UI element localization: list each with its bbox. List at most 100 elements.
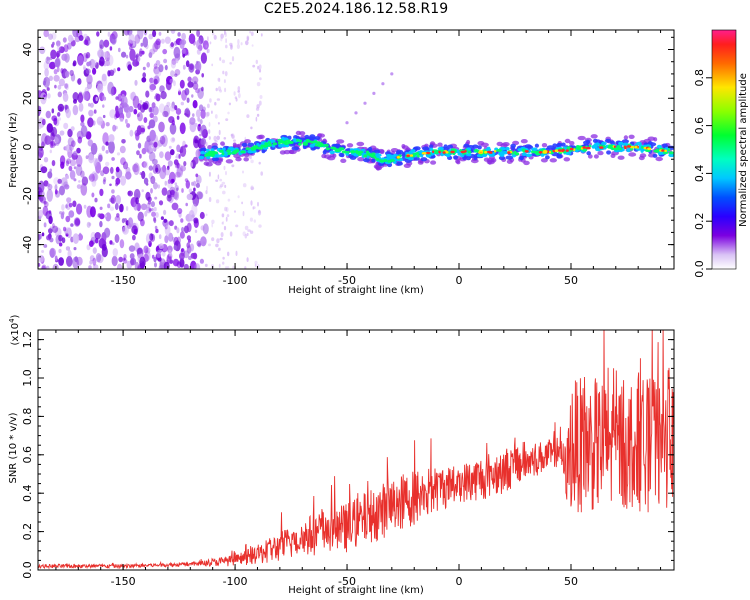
ridge-mark xyxy=(198,155,205,160)
noise-blob xyxy=(176,167,183,178)
noise-blob xyxy=(173,80,176,87)
noise-blob xyxy=(199,133,202,137)
noise-blob xyxy=(206,185,208,191)
noise-blob xyxy=(183,263,189,269)
noise-blob xyxy=(102,95,106,102)
noise-blob xyxy=(180,218,184,223)
ridge-mark xyxy=(309,134,316,139)
noise-blob xyxy=(111,255,118,267)
noise-blob xyxy=(59,106,63,111)
noise-blob xyxy=(254,260,258,265)
noise-blob xyxy=(85,54,89,59)
noise-blob xyxy=(163,58,168,64)
ridge-mark xyxy=(614,147,618,151)
noise-blob xyxy=(153,257,157,263)
snr-frame xyxy=(37,329,675,571)
noise-blob xyxy=(44,135,51,146)
noise-blob xyxy=(219,185,222,189)
ridge-mark xyxy=(569,141,575,146)
ridge-mark xyxy=(595,142,600,146)
spectrogram-frame xyxy=(37,29,675,270)
noise-blob xyxy=(227,111,230,115)
noise-blob xyxy=(144,250,151,262)
noise-blob xyxy=(118,47,121,53)
noise-blob xyxy=(76,147,81,154)
noise-blob xyxy=(170,178,174,184)
noise-blob xyxy=(234,96,238,100)
noise-blob xyxy=(99,206,103,210)
ridge-mark xyxy=(466,139,471,145)
noise-blob xyxy=(95,96,98,102)
noise-blob xyxy=(119,145,126,154)
ridge-mark xyxy=(510,143,516,148)
ridge-mark xyxy=(520,139,528,144)
noise-blob xyxy=(181,89,187,101)
noise-blob xyxy=(178,90,181,95)
noise-blob xyxy=(116,152,121,156)
noise-blob xyxy=(141,161,147,168)
noise-blob xyxy=(129,48,136,61)
noise-blob xyxy=(180,101,184,106)
ridge-mark xyxy=(414,152,420,155)
ridge-mark xyxy=(668,151,674,155)
noise-blob xyxy=(258,100,262,106)
noise-blob xyxy=(139,100,143,104)
noise-blob xyxy=(217,122,220,125)
noise-blob xyxy=(106,57,110,62)
noise-blob xyxy=(215,179,219,182)
noise-blob xyxy=(56,50,61,57)
ridge-mark xyxy=(240,150,246,154)
noise-blob xyxy=(155,60,161,66)
noise-blob xyxy=(115,166,120,173)
noise-blob xyxy=(198,123,201,127)
noise-blob xyxy=(99,92,105,102)
noise-blob xyxy=(146,206,152,214)
ridge-mark xyxy=(245,147,251,151)
noise-blob xyxy=(164,180,168,186)
noise-blob xyxy=(224,30,226,35)
noise-blob xyxy=(163,218,168,223)
noise-blob xyxy=(136,167,139,172)
noise-blob xyxy=(107,203,111,209)
noise-blob xyxy=(158,121,165,133)
noise-blob xyxy=(192,40,196,46)
noise-blob xyxy=(154,262,157,268)
noise-blob xyxy=(215,243,219,248)
ridge-peak xyxy=(538,151,543,154)
noise-blob xyxy=(183,161,187,167)
noise-blob xyxy=(245,40,249,46)
noise-blob xyxy=(205,141,208,147)
noise-blob xyxy=(187,76,192,83)
noise-blob xyxy=(76,184,82,190)
noise-blob xyxy=(231,164,235,168)
streak-mark xyxy=(372,91,376,95)
noise-blob xyxy=(205,112,209,118)
noise-blob xyxy=(158,234,162,240)
ridge-mark xyxy=(298,139,303,143)
noise-blob xyxy=(246,232,249,237)
noise-blob xyxy=(218,247,221,251)
noise-blob xyxy=(46,87,50,91)
noise-blob xyxy=(64,70,70,78)
ridge-peak xyxy=(484,150,488,154)
ridge-mark xyxy=(504,146,510,151)
noise-blob xyxy=(219,89,223,93)
noise-blob xyxy=(63,122,69,130)
noise-blob xyxy=(58,78,65,87)
ridge-mark xyxy=(272,142,278,146)
noise-blob xyxy=(176,236,181,245)
noise-blob xyxy=(257,201,259,207)
noise-blob xyxy=(127,64,132,71)
ridge-mark xyxy=(501,150,508,155)
noise-blob xyxy=(41,250,45,253)
ridge-mark xyxy=(219,149,224,153)
noise-blob xyxy=(122,226,127,234)
noise-blob xyxy=(49,168,52,173)
noise-blob xyxy=(193,217,199,224)
noise-blob xyxy=(164,151,172,161)
noise-blob xyxy=(185,60,190,68)
noise-blob xyxy=(230,133,233,137)
noise-blob xyxy=(258,161,261,165)
noise-blob xyxy=(43,201,49,208)
ridge-mark xyxy=(556,143,561,148)
